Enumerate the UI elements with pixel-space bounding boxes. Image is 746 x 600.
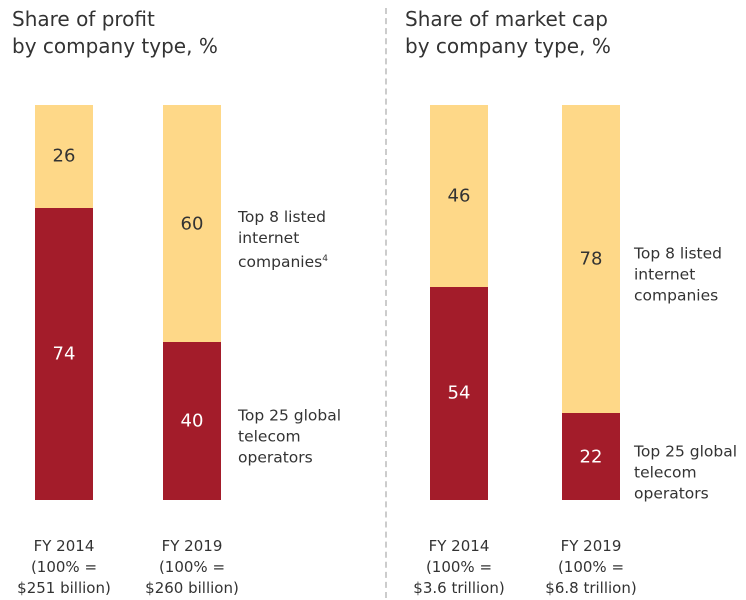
legend-label: Top 25 global telecom operators bbox=[634, 441, 746, 504]
bar-segment bbox=[562, 413, 620, 500]
category-label: FY 2014 (100% = $251 billion) bbox=[0, 536, 129, 599]
category-line: (100% = bbox=[158, 558, 226, 576]
footnote: 4 bbox=[322, 253, 328, 264]
legend-label: Top 25 global telecom operators bbox=[238, 406, 353, 469]
chart-title: by company type, % bbox=[12, 34, 218, 58]
category-line: FY 2019 bbox=[161, 537, 223, 555]
value-label: 54 bbox=[447, 382, 471, 404]
category-label: FY 2019 (100% = $6.8 trillion) bbox=[526, 536, 656, 599]
legend-text: Top 8 listed internet companies bbox=[238, 207, 327, 271]
bar-segment bbox=[430, 286, 488, 500]
bar-segment bbox=[35, 105, 93, 208]
category-line: (100% = bbox=[557, 558, 625, 576]
category-label: FY 2014 (100% = $3.6 trillion) bbox=[394, 536, 524, 599]
legend-label: Top 8 listed internet companies bbox=[634, 244, 746, 307]
category-line: FY 2014 bbox=[428, 537, 490, 555]
value-label: 26 bbox=[52, 145, 76, 167]
legend-text: Top 25 global telecom operators bbox=[238, 406, 342, 467]
bar-segment bbox=[430, 105, 488, 287]
value-label: 22 bbox=[579, 446, 603, 468]
category-line: FY 2014 bbox=[33, 537, 95, 555]
value-label: 60 bbox=[180, 213, 204, 234]
category-line: $251 billion) bbox=[17, 579, 111, 597]
category-line: (100% = bbox=[425, 558, 493, 576]
category-line: $3.6 trillion) bbox=[413, 579, 505, 597]
chart-title: by company type, % bbox=[405, 34, 611, 58]
value-label: 46 bbox=[447, 185, 471, 207]
value-label: 74 bbox=[52, 343, 76, 365]
category-line: $260 billion) bbox=[145, 579, 239, 597]
legend-text: Top 25 global telecom operators bbox=[634, 442, 738, 503]
legend-text: Top 8 listed internet companies bbox=[634, 244, 723, 305]
category-line: FY 2019 bbox=[560, 537, 622, 555]
value-label: 40 bbox=[180, 410, 204, 432]
legend-label: Top 8 listed internet companies4 bbox=[238, 206, 353, 272]
bar-segment bbox=[163, 105, 221, 342]
divider bbox=[385, 8, 387, 598]
chart-title: Share of profit bbox=[12, 7, 155, 31]
bar-segment bbox=[163, 342, 221, 500]
category-line: $6.8 trillion) bbox=[545, 579, 637, 597]
category-line: (100% = bbox=[30, 558, 98, 576]
bar-segment bbox=[562, 105, 620, 414]
value-label: 78 bbox=[579, 248, 603, 270]
bar-segment bbox=[35, 207, 93, 500]
chart-title: Share of market cap bbox=[405, 7, 608, 31]
category-label: FY 2019 (100% = $260 billion) bbox=[127, 536, 257, 599]
